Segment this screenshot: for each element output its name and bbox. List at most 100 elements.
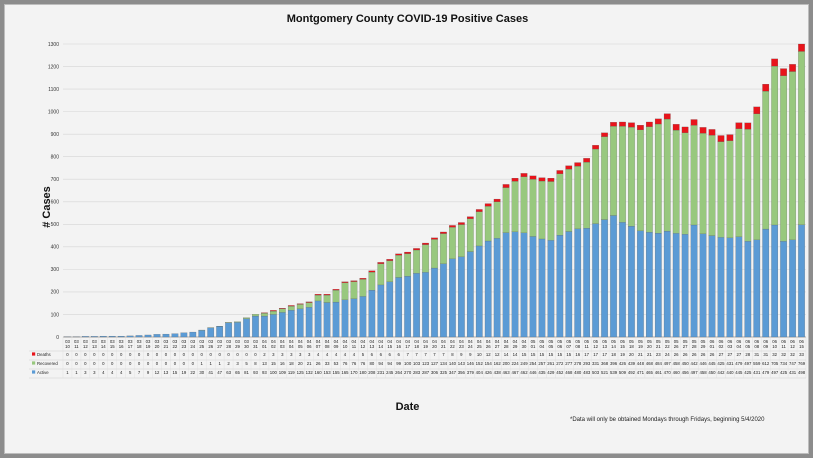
bar-deaths [431,237,438,240]
data-label: 497 [664,361,672,366]
data-label: 153 [323,370,331,375]
x-tick-label: 05 [638,339,643,344]
x-tick-label: 12 [83,344,88,349]
bar-deaths [583,158,591,163]
data-label: 0 [111,361,114,366]
bar-active [207,327,215,338]
data-label: 4 [317,352,320,357]
bar-active [243,318,250,338]
data-label: 278 [574,361,582,366]
bar-recovered [243,317,250,319]
data-label: 27 [719,352,724,357]
bar-active [216,326,223,338]
bar-deaths [314,294,322,296]
x-tick-label: 03 [74,339,79,344]
legend-label: Recovered [37,361,58,366]
bar-recovered [323,294,331,303]
data-label: 162 [494,361,502,366]
data-label: 4 [335,352,338,357]
bar-active [699,233,707,338]
x-tick-label: 08 [325,344,330,349]
x-tick-label: 04 [387,339,392,344]
bar-active [574,228,582,338]
data-label: 612 [762,361,770,366]
data-label: 1 [66,370,69,375]
x-tick-label: 01 [531,344,536,349]
data-label: 425 [717,361,725,366]
data-label: 458 [699,370,707,375]
data-label: 379 [467,370,475,375]
x-tick-label: 06 [710,339,715,344]
y-tick-label: 300 [51,267,60,273]
bar-recovered [520,176,528,233]
data-label: 462 [520,370,528,375]
x-tick-label: 08 [575,344,580,349]
bar-active [556,235,564,338]
bar-recovered [350,281,358,299]
bar-active [82,336,89,338]
data-label: 19 [181,370,186,375]
bar-recovered [681,132,689,235]
x-tick-label: 25 [477,344,482,349]
data-label: 8 [254,361,257,366]
bar-deaths [422,242,429,245]
bar-active [610,215,617,338]
data-label: 425 [780,370,788,375]
bar-active [484,240,492,338]
bar-recovered [484,206,492,242]
x-tick-label: 15 [799,344,804,349]
data-label: 4 [111,370,114,375]
data-label: 7 [433,352,436,357]
bar-deaths [637,125,644,130]
bar-active [91,336,98,338]
bar-deaths [717,135,725,142]
data-label: 15 [271,361,276,366]
x-tick-label: 03 [164,339,169,344]
bar-recovered [583,162,591,229]
x-tick-label: 17 [128,344,133,349]
x-tick-label: 27 [495,344,500,349]
bar-deaths [798,43,805,52]
x-tick-label: 04 [271,339,276,344]
data-label: 431 [753,370,761,375]
data-label: 26 [692,352,697,357]
data-label: 5 [245,361,248,366]
data-label: 21 [307,361,312,366]
bar-active [323,302,331,338]
x-tick-label: 03 [92,339,97,344]
y-tick-label: 400 [51,245,60,251]
data-label: 4 [120,370,123,375]
data-label: 7 [138,370,141,375]
x-tick-label: 07 [316,344,321,349]
data-label: 497 [691,370,699,375]
data-label: 94 [378,361,383,366]
bar-recovered [672,129,680,234]
x-tick-label: 04 [262,339,267,344]
chart-title: Montgomery County COVID-19 Positive Case… [286,13,529,25]
x-tick-label: 18 [629,344,634,349]
x-tick-label: 15 [387,344,392,349]
x-tick-label: 03 [728,344,733,349]
bar-active [520,232,528,338]
data-label: 484 [655,361,663,366]
data-label: 6 [371,352,374,357]
data-label: 5 [362,352,365,357]
x-tick-label: 05 [548,344,553,349]
x-tick-label: 04 [298,339,303,344]
x-tick-label: 04 [513,339,518,344]
bar-deaths [699,127,707,134]
x-tick-label: 15 [110,344,115,349]
x-tick-label: 31 [253,344,258,349]
data-label: 3 [299,352,302,357]
data-label: 15 [557,352,562,357]
data-label: 1 [201,361,204,366]
x-tick-label: 04 [307,339,312,344]
x-tick-label: 03 [119,339,124,344]
data-label: 123 [422,361,430,366]
x-tick-label: 29 [513,344,518,349]
bar-active [529,236,537,338]
x-tick-label: 16 [396,344,401,349]
data-label: 26 [316,361,321,366]
data-label: 331 [592,361,600,366]
data-label: 155 [332,370,340,375]
